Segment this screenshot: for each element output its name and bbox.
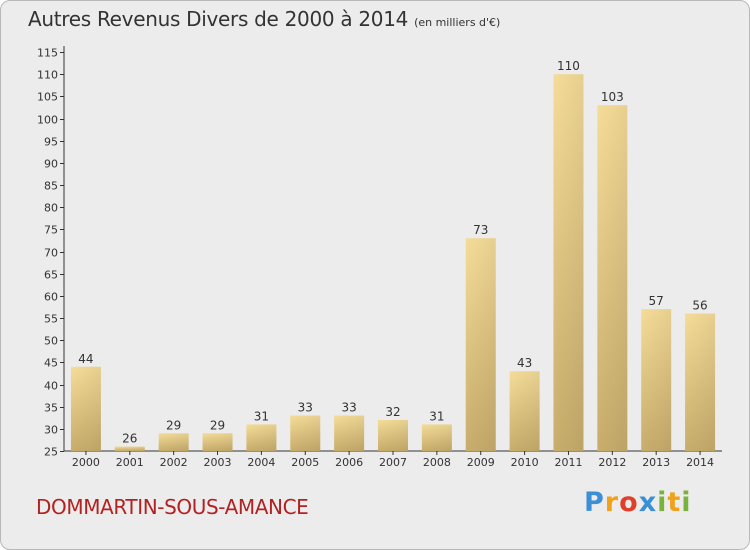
y-tick-label: 100	[37, 114, 58, 127]
bar-shade	[290, 415, 321, 451]
data-label: 110	[557, 59, 580, 73]
y-tick-label: 95	[44, 136, 58, 149]
logo-letter: t	[667, 487, 682, 518]
y-tick-label: 40	[44, 380, 58, 393]
logo-letter: i	[657, 487, 668, 518]
bar-shade	[421, 424, 452, 451]
logo-letter: o	[619, 487, 639, 518]
x-tick-label: 2000	[72, 456, 100, 469]
y-tick-label: 85	[44, 180, 58, 193]
x-tick-label: 2012	[598, 456, 626, 469]
x-tick-label: 2011	[554, 456, 582, 469]
y-tick-label: 80	[44, 202, 58, 215]
y-tick-label: 35	[44, 402, 58, 415]
x-tick-label: 2004	[247, 456, 275, 469]
x-tick-label: 2005	[291, 456, 319, 469]
bars-group	[70, 74, 716, 452]
bar-shade	[597, 105, 628, 451]
bar-shade	[509, 371, 540, 451]
bar-shade	[553, 74, 584, 452]
data-label: 57	[649, 294, 664, 308]
bar-shade	[158, 433, 189, 451]
x-tick-label: 2009	[467, 456, 495, 469]
axes-group: 25 30 35 40 45 50 55 60 65 70 75 80 85 90 95 100 105 110 1…	[37, 46, 722, 459]
data-label: 33	[341, 401, 356, 415]
x-tick-label: 2003	[204, 456, 232, 469]
bar-shade	[334, 415, 365, 451]
place-name: DOMMARTIN-SOUS-AMANCE	[36, 495, 309, 519]
x-tick-label: 2007	[379, 456, 407, 469]
data-label: 32	[385, 405, 400, 419]
bar-shade	[202, 433, 233, 451]
y-tick-label: 65	[44, 269, 58, 282]
chart-title-block: Autres Revenus Divers de 2000 à 2014 (en …	[28, 7, 500, 31]
data-label: 26	[122, 432, 137, 446]
bar-shade	[685, 313, 716, 451]
bar-shade	[465, 238, 496, 451]
y-tick-label: 90	[44, 158, 58, 171]
x-tick-label: 2013	[642, 456, 670, 469]
y-tick-label: 25	[44, 446, 58, 459]
y-tick-label: 105	[37, 91, 58, 104]
x-tick-label: 2001	[116, 456, 144, 469]
data-label: 43	[517, 356, 532, 370]
data-label: 56	[692, 299, 707, 313]
logo-letter: i	[681, 487, 692, 518]
bar-shade	[246, 424, 277, 451]
y-tick-label: 30	[44, 424, 58, 437]
y-tick-label: 70	[44, 247, 58, 260]
chart-title: Autres Revenus Divers de 2000 à 2014	[28, 7, 409, 31]
data-label: 33	[298, 401, 313, 415]
data-label: 31	[429, 409, 444, 423]
y-tick-label: 55	[44, 313, 58, 326]
y-tick-label: 45	[44, 357, 58, 370]
x-tick-label: 2010	[511, 456, 539, 469]
x-tick-label: 2008	[423, 456, 451, 469]
y-tick-label: 75	[44, 224, 58, 237]
data-label: 103	[601, 90, 624, 104]
bar-shade	[114, 446, 145, 451]
y-tick-label: 110	[37, 69, 58, 82]
labels-group: 2000 44 2001 26 2002 29 2003 29 2004 31 2005 33 2006…	[72, 59, 714, 469]
data-label: 29	[166, 418, 181, 432]
data-label: 44	[78, 352, 93, 366]
unit-note: (en milliers d'€)	[414, 16, 501, 29]
x-tick-label: 2002	[160, 456, 188, 469]
bar-shade	[378, 419, 408, 451]
y-tick-label: 50	[44, 335, 58, 348]
data-label: 73	[473, 223, 488, 237]
x-tick-label: 2014	[686, 456, 714, 469]
y-tick-label: 60	[44, 291, 58, 304]
logo-letter: r	[604, 487, 620, 518]
x-tick-label: 2006	[335, 456, 363, 469]
logo-letter: x	[638, 487, 658, 518]
y-tick-label: 115	[37, 47, 58, 60]
bar-shade	[641, 309, 672, 451]
bar-shade	[70, 366, 101, 451]
logo-letter: P	[584, 487, 605, 518]
data-label: 29	[210, 418, 225, 432]
proxiti-logo[interactable]: Proxiti	[584, 487, 692, 518]
data-label: 31	[254, 409, 269, 423]
